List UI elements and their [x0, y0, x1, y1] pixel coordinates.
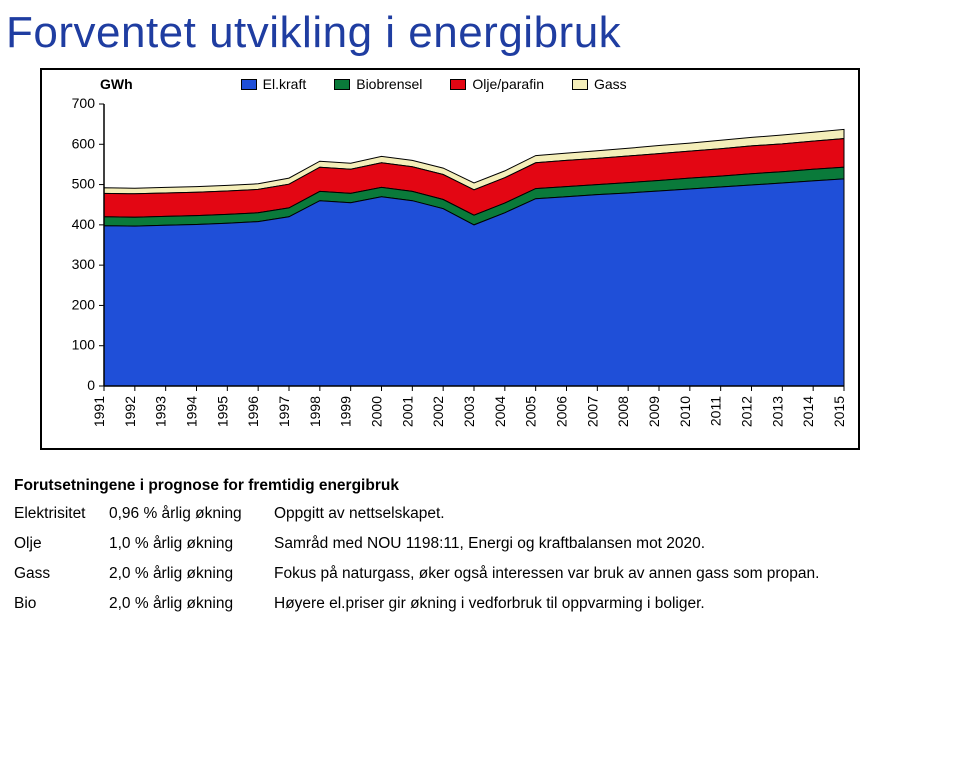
footnote-rate: 0,96 % årlig økning	[109, 502, 274, 526]
svg-text:300: 300	[72, 256, 96, 272]
svg-text:0: 0	[87, 377, 95, 393]
chart-container: GWh El.kraft Biobrensel Olje/parafin Gas…	[40, 68, 860, 450]
footnote-name: Gass	[14, 562, 109, 586]
svg-text:2012: 2012	[739, 396, 755, 427]
footnote-rate: 2,0 % årlig økning	[109, 592, 274, 616]
svg-text:1994: 1994	[184, 396, 200, 427]
svg-text:600: 600	[72, 135, 96, 151]
footnote-name: Elektrisitet	[14, 502, 109, 526]
footnote-row: Elektrisitet 0,96 % årlig økning Oppgitt…	[14, 502, 946, 526]
svg-text:2004: 2004	[492, 396, 508, 427]
svg-text:500: 500	[72, 176, 96, 192]
svg-text:1992: 1992	[122, 396, 138, 427]
chart-svg: 0 100 200 300 400 500 600 700 1991 1992 1993 1994 19…	[52, 98, 848, 438]
legend-swatch	[241, 79, 257, 90]
svg-text:2000: 2000	[369, 396, 385, 427]
svg-text:2008: 2008	[615, 396, 631, 427]
svg-text:2003: 2003	[461, 396, 477, 427]
footnote-row: Gass 2,0 % årlig økning Fokus på naturga…	[14, 562, 946, 586]
svg-text:1997: 1997	[276, 396, 292, 427]
footnote-row: Olje 1,0 % årlig økning Samråd med NOU 1…	[14, 532, 946, 556]
legend-label: Gass	[594, 76, 627, 92]
y-axis-label: GWh	[100, 76, 133, 92]
chart-legend: GWh El.kraft Biobrensel Olje/parafin Gas…	[52, 76, 848, 92]
svg-text:2013: 2013	[769, 396, 785, 427]
footnote-note: Fokus på naturgass, øker også interessen…	[274, 562, 946, 586]
footnote-row: Bio 2,0 % årlig økning Høyere el.priser …	[14, 592, 946, 616]
svg-text:2005: 2005	[523, 396, 539, 427]
svg-text:2001: 2001	[399, 396, 415, 427]
svg-text:2002: 2002	[430, 396, 446, 427]
page-root: Forventet utvikling i energibruk GWh El.…	[0, 0, 960, 764]
page-title: Forventet utvikling i energibruk	[0, 0, 960, 68]
svg-text:1993: 1993	[153, 396, 169, 427]
svg-text:1995: 1995	[214, 396, 230, 427]
footnote-note: Oppgitt av nettselskapet.	[274, 502, 946, 526]
footnote-rate: 1,0 % årlig økning	[109, 532, 274, 556]
svg-text:2010: 2010	[677, 396, 693, 427]
footnote-note: Høyere el.priser gir økning i vedforbruk…	[274, 592, 946, 616]
legend-item: Gass	[572, 76, 627, 92]
svg-text:2006: 2006	[554, 396, 570, 427]
svg-text:2007: 2007	[584, 396, 600, 427]
svg-text:1991: 1991	[91, 396, 107, 427]
footnote-rate: 2,0 % årlig økning	[109, 562, 274, 586]
legend-item: Olje/parafin	[450, 76, 544, 92]
svg-text:2009: 2009	[646, 396, 662, 427]
svg-text:1996: 1996	[245, 396, 261, 427]
legend-label: Biobrensel	[356, 76, 422, 92]
legend-item: El.kraft	[241, 76, 307, 92]
legend-label: Olje/parafin	[472, 76, 544, 92]
chart-plot: 0 100 200 300 400 500 600 700 1991 1992 1993 1994 19…	[52, 98, 848, 438]
footnotes: Forutsetningene i prognose for fremtidig…	[14, 474, 946, 616]
legend-label: El.kraft	[263, 76, 307, 92]
legend-item: Biobrensel	[334, 76, 422, 92]
footnote-note: Samråd med NOU 1198:11, Energi og kraftb…	[274, 532, 946, 556]
svg-text:1998: 1998	[307, 396, 323, 427]
legend-swatch	[572, 79, 588, 90]
footnote-name: Bio	[14, 592, 109, 616]
legend-swatch	[334, 79, 350, 90]
svg-text:100: 100	[72, 337, 96, 353]
svg-text:2015: 2015	[831, 396, 847, 427]
svg-text:200: 200	[72, 296, 96, 312]
svg-text:2014: 2014	[800, 396, 816, 427]
svg-text:1999: 1999	[338, 396, 354, 427]
svg-text:2011: 2011	[708, 396, 724, 426]
footnotes-heading: Forutsetningene i prognose for fremtidig…	[14, 474, 946, 498]
svg-text:400: 400	[72, 216, 96, 232]
footnote-name: Olje	[14, 532, 109, 556]
legend-swatch	[450, 79, 466, 90]
svg-text:700: 700	[72, 98, 96, 111]
